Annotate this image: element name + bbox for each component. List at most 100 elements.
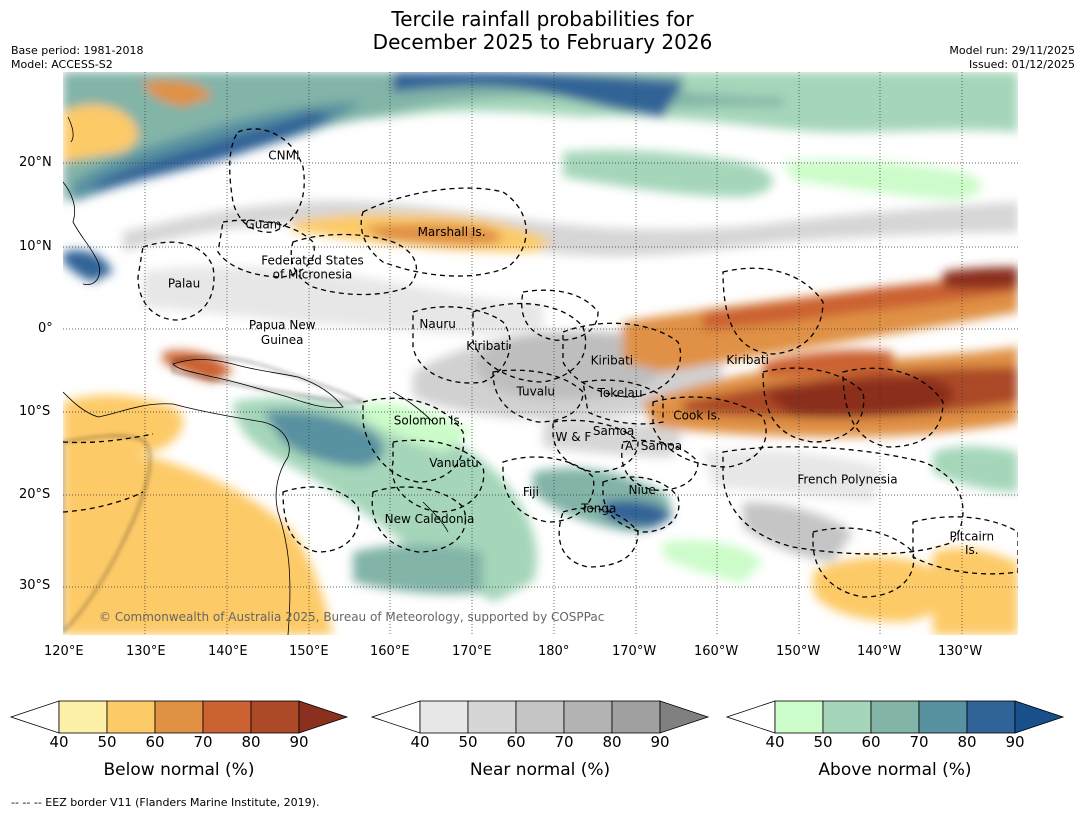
colorbar-segment [250,700,300,734]
lat-label: 30°S [19,578,51,593]
colorbar-tick: 90 [1005,733,1025,751]
colorbar-tick: 50 [813,733,833,751]
region-label: A. Samoa [625,439,682,453]
copyright-notice: © Commonwealth of Australia 2025, Bureau… [99,610,604,624]
colorbar-segment [611,700,661,734]
region-label: Federated States [261,253,363,267]
graticule [63,72,1018,635]
issued-date: Issued: 01/12/2025 [968,58,1075,71]
colorbar-max-arrow [298,700,349,734]
colorbar-segment [106,700,156,734]
eez-legend-note: -- -- -- EEZ border V11 (Flanders Marine… [11,796,320,809]
lon-label: 130°W [938,644,983,659]
region-label: Fiji [523,485,539,499]
region-label: Guam [245,218,281,232]
region-label: French Polynesia [797,472,897,486]
colorbar-tick: 70 [554,733,574,751]
lat-label: 0° [38,321,53,336]
colorbar-swatches [10,700,349,734]
colorbar-tick: 40 [49,733,69,751]
lat-label: 10°N [19,239,52,254]
title-line-1: Tercile rainfall probabilities for [391,7,694,31]
colorbar-segment [822,700,872,734]
colorbar-segment [515,700,565,734]
region-label: Nauru [419,317,455,331]
colorbar-segment [467,700,517,734]
lon-label: 170°E [452,644,492,659]
region-label: Vanuatu [429,456,479,470]
region-label: Pitcairn [949,530,994,544]
colorbar-swatches [371,700,710,734]
colorbar-tick: 60 [861,733,881,751]
region-label: W & F [556,430,592,444]
region-label: Niue [628,483,655,497]
region-label: Kiribati [726,353,768,367]
colorbar-tick: 40 [410,733,430,751]
lon-label: 150°E [289,644,329,659]
lat-label: 10°S [19,404,51,419]
region-label: Solomon Is. [394,413,464,427]
lon-label: 130°E [126,644,166,659]
region-label: Tonga [580,501,616,515]
colorbar-segment [918,700,968,734]
region-label: Samoa [593,424,634,438]
colorbar-segment [966,700,1016,734]
colorbar-tick: 70 [193,733,213,751]
region-label: CNMI [268,149,299,163]
region-label: Guinea [261,333,304,347]
colorbar-min-arrow [10,700,60,734]
model-run: Model run: 29/11/2025 [949,44,1075,57]
meta-right: Model run: 29/11/2025 Issued: 01/12/2025 [949,44,1075,72]
colorbar-min-arrow [371,700,421,734]
colorbar-segment [154,700,204,734]
region-label: New Caledonia [385,512,475,526]
colorbar-label: Below normal (%) [103,760,255,780]
lat-label: 20°N [19,155,52,170]
colorbar-tick: 80 [602,733,622,751]
colorbar-segment [774,700,824,734]
colorbar-tick: 40 [765,733,785,751]
region-label: Marshall Is. [418,225,486,239]
colorbar-min-arrow [726,700,776,734]
colorbar-label: Above normal (%) [818,760,972,780]
colorbar-tick: 60 [506,733,526,751]
lon-label: 170°W [612,644,657,659]
map-title: Tercile rainfall probabilities for Decem… [0,8,1085,54]
base-period: Base period: 1981-2018 [11,44,144,57]
region-label: Tokelau [597,386,643,400]
eez-borders [63,128,1018,598]
region-label: Is. [965,543,979,557]
meta-left: Base period: 1981-2018 Model: ACCESS-S2 [11,44,143,72]
model-name: Model: ACCESS-S2 [11,58,113,71]
lon-label: 160°W [694,644,739,659]
colorbar-max-arrow [1014,700,1065,734]
region-label: Papua New [249,318,316,332]
region-label: Tuvalu [516,384,556,398]
coastlines [63,116,449,635]
lon-label: 180° [538,644,570,659]
colorbar-tick: 90 [650,733,670,751]
colorbar-tick: 50 [97,733,117,751]
colorbar-swatches [726,700,1065,734]
region-label: Kiribati [591,354,633,368]
colorbar-tick: 80 [241,733,261,751]
region-label: Kiribati [466,339,508,353]
lat-label: 20°S [19,487,51,502]
lon-label: 140°E [208,644,248,659]
colorbar-tick: 90 [289,733,309,751]
colorbar-tick: 60 [145,733,165,751]
colorbar-segment [58,700,108,734]
colorbar-max-arrow [659,700,710,734]
region-label: Cook Is. [673,408,720,422]
map-area: CNMI Guam Marshall Is. Federated States of M… [63,72,1018,635]
probability-fields [63,72,1018,635]
colorbar-tick: 50 [458,733,478,751]
colorbar-label: Near normal (%) [469,760,611,780]
region-label: of Micronesia [273,267,353,281]
colorbar-tick: 70 [909,733,929,751]
region-label: Palau [168,277,200,291]
lon-label: 120°E [44,644,84,659]
colorbar-tick: 80 [957,733,977,751]
